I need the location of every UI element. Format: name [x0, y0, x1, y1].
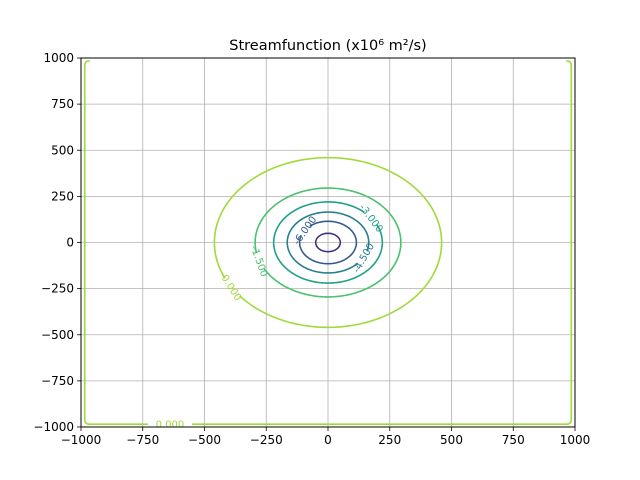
contour-label: -3.000	[357, 202, 385, 234]
y-tick-label: 250	[51, 189, 74, 203]
y-tick-label: −500	[41, 328, 74, 342]
contour-line	[254, 187, 402, 298]
y-tick-label: 1000	[43, 51, 74, 65]
x-tick-label: 1000	[560, 433, 591, 447]
x-axis-ticks: −1000 −750 −500 −250 0 250 500 750 1000	[61, 427, 591, 447]
y-tick-label: −750	[41, 374, 74, 388]
grid-lines	[80, 57, 576, 428]
x-tick-label: −1000	[61, 433, 102, 447]
contour-line	[272, 201, 384, 284]
x-tick-label: 750	[502, 433, 525, 447]
y-tick-label: 0	[66, 236, 74, 250]
y-axis-ticks: −1000 −750 −500 −250 0 250 500 750 1000	[33, 51, 81, 434]
x-tick-label: 0	[324, 433, 332, 447]
chart-title: Streamfunction (x10⁶ m²/s)	[229, 38, 426, 54]
y-tick-label: −250	[41, 282, 74, 296]
x-tick-label: −750	[126, 433, 159, 447]
contour-label: 0.000	[219, 273, 244, 303]
boundary-contour-line	[83, 59, 573, 426]
y-tick-label: 500	[51, 143, 74, 157]
x-tick-label: 250	[378, 433, 401, 447]
contour-lines	[83, 59, 573, 426]
contour-label: 0.000	[156, 420, 185, 431]
x-tick-label: −500	[188, 433, 221, 447]
x-tick-label: 500	[440, 433, 463, 447]
y-tick-label: −1000	[33, 420, 74, 434]
y-tick-label: 750	[51, 97, 74, 111]
contour-line	[213, 156, 443, 329]
contour-line	[314, 232, 342, 253]
contour-line	[298, 220, 358, 265]
x-tick-label: −250	[250, 433, 283, 447]
contour-line	[286, 211, 370, 274]
